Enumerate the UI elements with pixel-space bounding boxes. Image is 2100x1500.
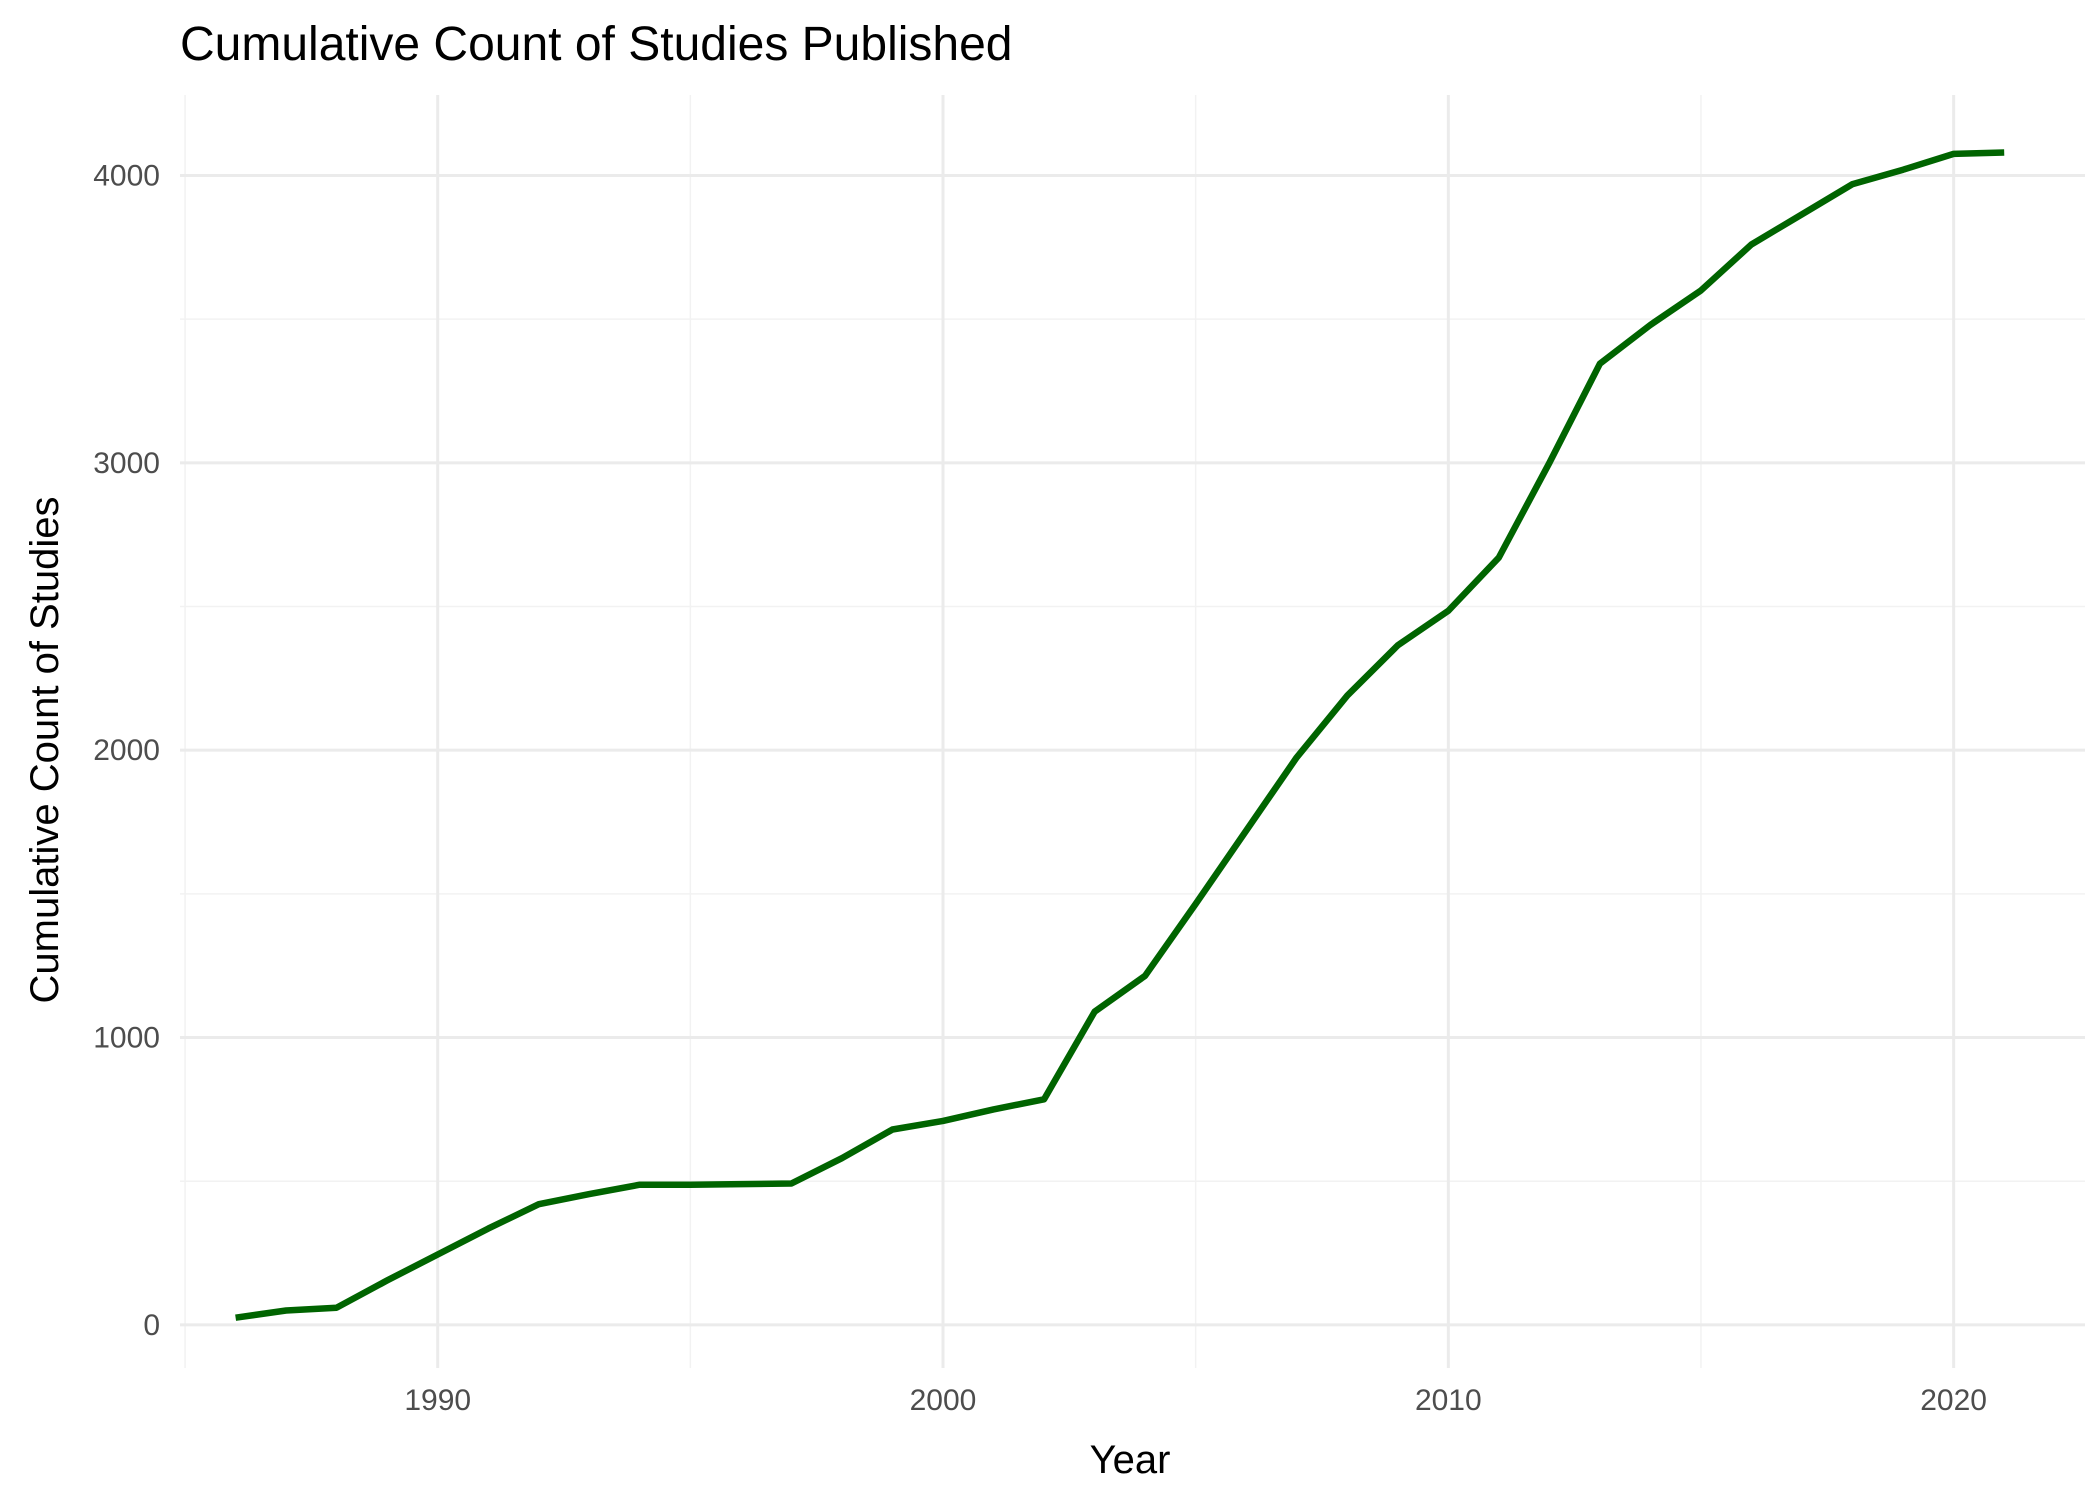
x-axis-ticks: 1990 2000 2010 2020 <box>404 1384 1987 1417</box>
y-tick-label: 2000 <box>93 734 160 767</box>
y-tick-label: 1000 <box>93 1022 160 1055</box>
x-tick-label: 2000 <box>910 1384 977 1417</box>
x-axis-title: Year <box>1090 1438 1171 1482</box>
y-tick-label: 3000 <box>93 447 160 480</box>
x-tick-label: 2010 <box>1415 1384 1482 1417</box>
chart-title: Cumulative Count of Studies Published <box>180 18 1012 71</box>
x-tick-label: 1990 <box>404 1384 471 1417</box>
series-group <box>235 149 2005 1321</box>
series-line <box>235 149 2005 1321</box>
y-tick-label: 0 <box>143 1309 160 1342</box>
grid <box>180 95 2085 1368</box>
y-axis-title: Cumulative Count of Studies <box>23 497 67 1004</box>
y-tick-label: 4000 <box>93 159 160 192</box>
x-tick-label: 2020 <box>1920 1384 1987 1417</box>
y-axis-ticks: 0 1000 2000 3000 4000 <box>93 159 160 1341</box>
